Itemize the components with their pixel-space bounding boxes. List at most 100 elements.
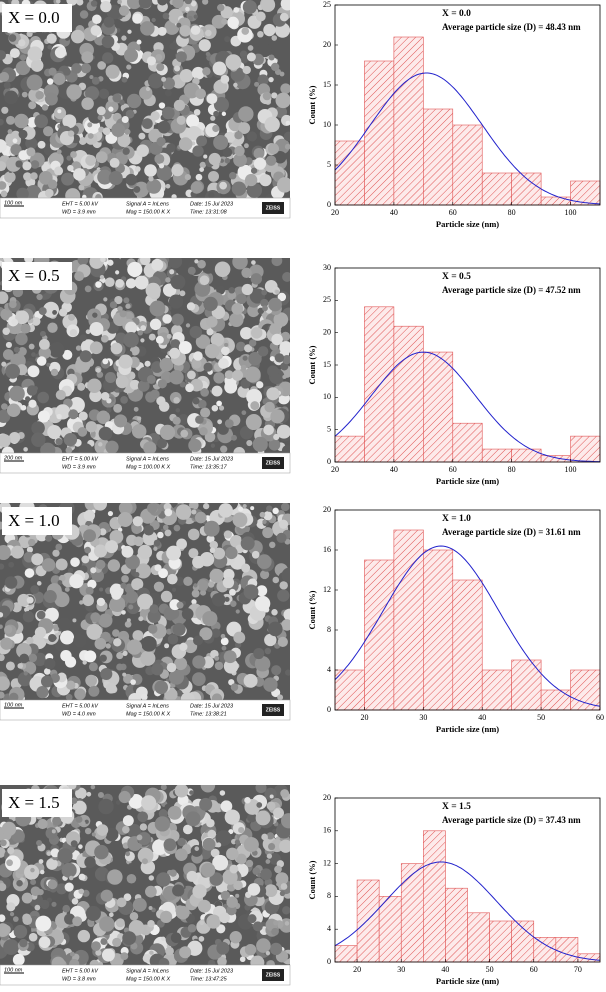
grain xyxy=(250,167,258,174)
grain xyxy=(8,431,21,444)
x-tick-label: 20 xyxy=(331,208,339,217)
grain xyxy=(54,46,67,59)
grain xyxy=(284,143,290,150)
grain xyxy=(226,847,239,861)
grain xyxy=(280,789,289,798)
grain xyxy=(103,297,108,302)
grain xyxy=(144,164,157,177)
grain xyxy=(30,886,41,897)
chart-subtitle: Average particle size (D) = 48.43 nm xyxy=(442,22,581,32)
grain xyxy=(105,682,117,694)
grain xyxy=(252,921,263,932)
grain xyxy=(99,587,104,592)
grain xyxy=(141,635,157,652)
grain xyxy=(12,916,19,922)
grain xyxy=(139,823,148,831)
grain xyxy=(48,67,57,76)
grain xyxy=(189,790,194,795)
grain xyxy=(164,508,173,517)
info-text: EHT = 5.00 kV xyxy=(62,703,99,709)
grain xyxy=(261,289,268,296)
grain xyxy=(192,555,205,569)
grain xyxy=(30,585,40,594)
grain xyxy=(165,277,171,283)
grain xyxy=(202,610,218,627)
grain xyxy=(55,438,63,446)
grain xyxy=(57,617,72,631)
grain xyxy=(171,587,177,592)
grain xyxy=(112,937,122,948)
grain xyxy=(157,531,164,539)
grain xyxy=(63,432,78,447)
grain xyxy=(224,342,229,347)
grain xyxy=(163,606,178,621)
grain xyxy=(61,172,75,186)
grain xyxy=(255,810,271,826)
x-tick-label: 80 xyxy=(508,465,516,474)
grain xyxy=(187,370,196,380)
info-bar xyxy=(0,964,291,986)
grain xyxy=(128,863,134,868)
grain xyxy=(176,22,182,28)
bar xyxy=(334,669,365,711)
grain xyxy=(232,258,248,270)
grain xyxy=(46,33,57,44)
grain xyxy=(113,403,123,413)
grain xyxy=(113,414,128,428)
grain xyxy=(185,811,201,827)
grain xyxy=(148,333,156,341)
grain xyxy=(182,824,193,835)
grain xyxy=(188,548,199,559)
grain xyxy=(171,164,184,177)
grain xyxy=(239,956,246,963)
grain xyxy=(234,145,245,157)
grain xyxy=(139,86,153,100)
grain xyxy=(121,35,127,41)
grain xyxy=(280,0,290,11)
grain xyxy=(25,137,38,150)
grain xyxy=(156,63,165,72)
grain xyxy=(22,611,35,623)
grain xyxy=(5,363,21,379)
grain xyxy=(260,569,270,580)
grain xyxy=(206,316,218,328)
grain xyxy=(249,288,266,304)
grain xyxy=(27,538,36,547)
grain xyxy=(147,609,161,623)
grain xyxy=(34,626,47,639)
bar xyxy=(452,124,483,206)
grain xyxy=(101,35,115,49)
grain xyxy=(172,0,184,9)
logo: ZEISS xyxy=(266,972,281,978)
grain xyxy=(127,261,143,278)
grain xyxy=(223,650,237,664)
grain xyxy=(239,50,248,59)
grain xyxy=(264,116,280,133)
grain xyxy=(175,848,188,862)
grain xyxy=(13,346,20,353)
bar xyxy=(511,448,542,463)
grain xyxy=(55,389,66,401)
grain xyxy=(176,689,183,697)
grain xyxy=(108,912,114,918)
grain xyxy=(264,884,278,898)
grain xyxy=(191,599,197,605)
grain xyxy=(0,882,7,892)
grain xyxy=(47,424,62,440)
grain xyxy=(104,827,119,842)
grain xyxy=(210,848,220,858)
grain xyxy=(199,627,213,641)
y-tick-label: 12 xyxy=(323,858,331,867)
grain xyxy=(189,325,203,339)
grain xyxy=(185,6,190,12)
grain xyxy=(9,385,25,402)
grain xyxy=(102,127,111,136)
grain xyxy=(254,81,260,87)
grain xyxy=(38,338,50,350)
grain xyxy=(282,271,290,282)
grain xyxy=(11,318,18,326)
grain xyxy=(283,131,290,142)
grain xyxy=(195,415,204,424)
grain xyxy=(58,574,66,582)
bar xyxy=(540,689,571,711)
